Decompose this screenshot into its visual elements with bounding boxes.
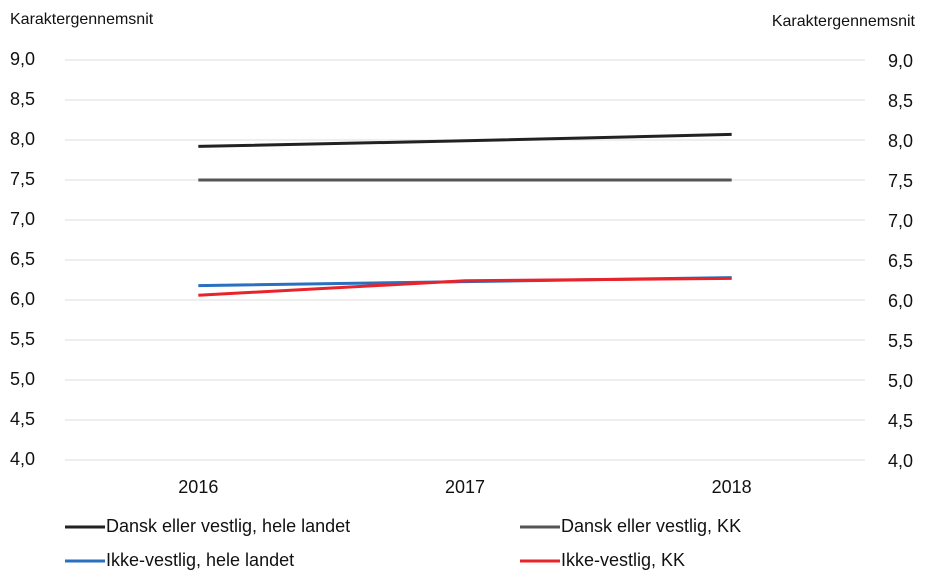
y-tick-label: 8,5 <box>10 89 35 109</box>
y2-tick-label: 7,5 <box>888 171 913 191</box>
y2-tick-label: 4,0 <box>888 451 913 471</box>
y-axis-label: Karaktergennemsnit <box>10 11 154 28</box>
y2-tick-label: 5,5 <box>888 331 913 351</box>
legend-label: Dansk eller vestlig, KK <box>561 516 741 536</box>
y-tick-label: 4,0 <box>10 449 35 469</box>
y-tick-label: 7,0 <box>10 209 35 229</box>
x-tick-label: 2017 <box>445 477 485 497</box>
y-tick-label: 6,0 <box>10 289 35 309</box>
y-tick-label: 4,5 <box>10 409 35 429</box>
y-tick-label: 6,5 <box>10 249 35 269</box>
y2-tick-label: 6,0 <box>888 291 913 311</box>
y2-tick-label: 7,0 <box>888 211 913 231</box>
y2-tick-label: 5,0 <box>888 371 913 391</box>
series-line <box>198 132 732 148</box>
y2-tick-label: 9,0 <box>888 51 913 71</box>
x-tick-label: 2016 <box>178 477 218 497</box>
y-tick-label: 5,0 <box>10 369 35 389</box>
y2-axis-label: Karaktergennemsnit <box>772 13 916 30</box>
x-tick-label: 2018 <box>712 477 752 497</box>
series-line <box>198 276 732 297</box>
y-tick-label: 7,5 <box>10 169 35 189</box>
legend-label: Ikke-vestlig, hele landet <box>106 550 294 570</box>
y-tick-label: 9,0 <box>10 49 35 69</box>
y2-tick-label: 4,5 <box>888 411 913 431</box>
y-tick-label: 8,0 <box>10 129 35 149</box>
legend-label: Ikke-vestlig, KK <box>561 550 685 570</box>
legend-label: Dansk eller vestlig, hele landet <box>106 516 350 536</box>
y2-tick-label: 6,5 <box>888 251 913 271</box>
y2-tick-label: 8,0 <box>888 131 913 151</box>
y2-tick-label: 8,5 <box>888 91 913 111</box>
y-tick-label: 5,5 <box>10 329 35 349</box>
